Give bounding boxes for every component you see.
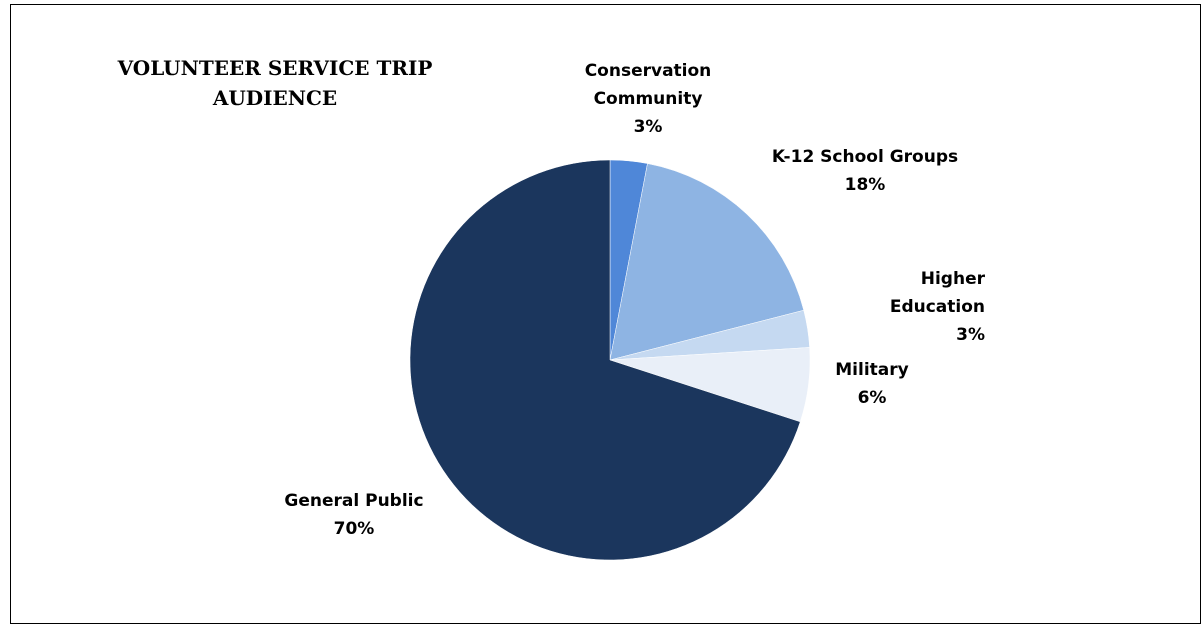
chart-title-line-2: AUDIENCE <box>212 86 338 110</box>
slice-category-label: Community <box>594 89 703 109</box>
slice-value-label: 3% <box>956 325 985 345</box>
slice-category-label: Military <box>835 360 908 380</box>
pie-slice-general-public <box>409 159 801 561</box>
chart-title: VOLUNTEER SERVICE TRIP AUDIENCE <box>75 53 475 113</box>
slice-value-label: 6% <box>858 388 887 408</box>
chart-title-line-1: VOLUNTEER SERVICE TRIP <box>117 56 433 80</box>
slice-category-label: Education <box>890 297 985 317</box>
slice-category-label: General Public <box>284 491 423 511</box>
slice-value-label: 18% <box>845 175 886 195</box>
pie-slice-k-12-school-groups <box>609 163 805 361</box>
data-label-higher-education: Higher Education 3% <box>890 269 986 345</box>
data-label-conservation-community: Conservation Community 3% <box>585 61 712 137</box>
slice-category-label: K-12 School Groups <box>772 147 958 167</box>
slice-value-label: 3% <box>634 117 663 137</box>
slice-category-label: Conservation <box>585 61 712 81</box>
data-label-k-12-school-groups: K-12 School Groups 18% <box>772 147 958 195</box>
slice-value-label: 70% <box>334 519 375 539</box>
slice-category-label: Higher <box>921 269 986 289</box>
data-label-general-public: General Public 70% <box>284 491 423 539</box>
data-label-military: Military 6% <box>835 360 908 408</box>
